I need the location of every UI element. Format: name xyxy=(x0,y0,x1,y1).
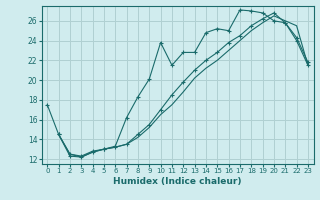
X-axis label: Humidex (Indice chaleur): Humidex (Indice chaleur) xyxy=(113,177,242,186)
